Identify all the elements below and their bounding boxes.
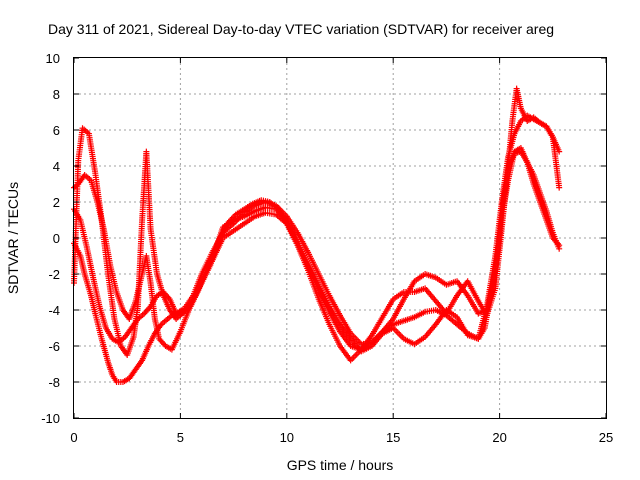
x-axis-label: GPS time / hours	[287, 457, 394, 473]
data-point	[556, 184, 563, 191]
data-point	[556, 242, 563, 249]
series-track-4	[71, 85, 563, 364]
y-tick-label: 8	[53, 87, 60, 102]
data-points	[71, 85, 563, 385]
y-tick-label: -4	[48, 303, 60, 318]
axis-ticks: 0 5 10 15 20 25 -10 -8 -6 -4 -2 0 2 4 6 8 10	[41, 51, 613, 445]
chart-title: Day 311 of 2021, Sidereal Day-to-day VTE…	[48, 21, 554, 37]
y-tick-label: 4	[53, 159, 60, 174]
x-tick-label: 0	[70, 430, 77, 445]
y-tick-label: -6	[48, 339, 60, 354]
x-tick-label: 25	[599, 430, 613, 445]
y-tick-label: 0	[53, 231, 60, 246]
y-tick-label: -8	[48, 375, 60, 390]
plot-frame	[73, 57, 607, 419]
y-tick-label: -2	[48, 267, 60, 282]
y-tick-label: 2	[53, 195, 60, 210]
x-tick-label: 5	[177, 430, 184, 445]
y-axis-label: SDTVAR / TECUs	[5, 182, 21, 294]
x-tick-label: 15	[386, 430, 400, 445]
y-tick-label: 6	[53, 123, 60, 138]
series-track-3	[71, 112, 563, 355]
y-tick-label: 10	[46, 51, 60, 66]
x-tick-label: 20	[492, 430, 506, 445]
y-tick-label: -10	[41, 411, 60, 426]
x-tick-label: 10	[280, 430, 294, 445]
